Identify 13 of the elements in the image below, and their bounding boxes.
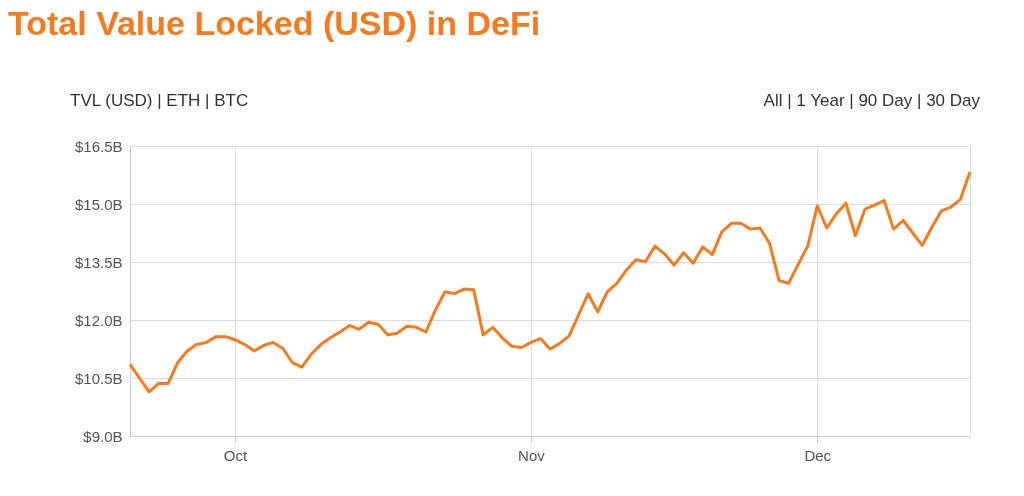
x-tick-label: Dec: [804, 446, 832, 464]
x-tick-label: Oct: [223, 446, 248, 464]
x-tick-label: Nov: [518, 446, 546, 464]
y-tick-label: $9.0B: [83, 427, 123, 445]
y-tick-label: $12.0B: [74, 311, 123, 329]
chart-title: Total Value Locked (USD) in DeFi: [8, 4, 541, 42]
y-tick-label: $15.0B: [74, 195, 123, 213]
line-series: [128, 170, 972, 394]
text: All | 1 Year | 90 Day | 30 Day: [763, 91, 981, 110]
y-tick-label: $10.5B: [74, 369, 123, 387]
text: TVL (USD) | ETH | BTC: [70, 91, 249, 110]
y-tick-label: $16.5B: [74, 137, 123, 155]
y-tick-label: $13.5B: [74, 253, 123, 271]
